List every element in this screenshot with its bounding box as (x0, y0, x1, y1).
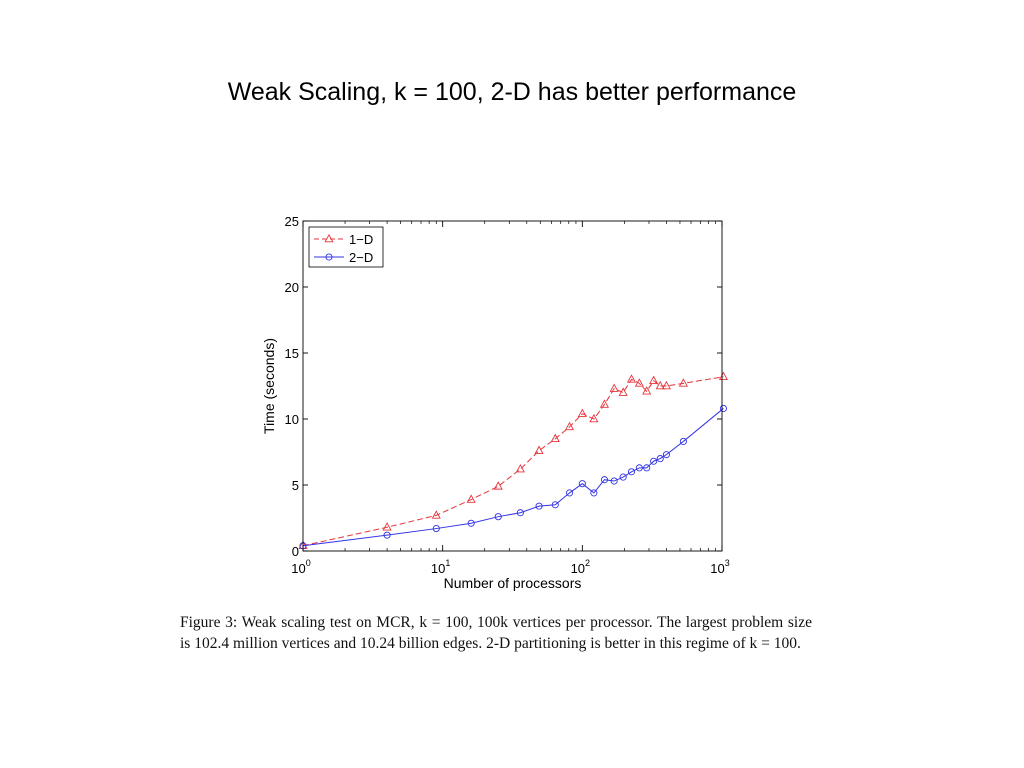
y-tick-label: 0 (292, 544, 299, 559)
series-2-point (467, 519, 475, 527)
y-tick-label: 25 (285, 214, 299, 229)
series-1-point (626, 374, 637, 383)
series-2-point (619, 473, 627, 481)
series-2-point (590, 489, 598, 497)
series-1-point (564, 421, 575, 431)
series-2-point (656, 455, 664, 463)
x-tick-label: 100 (291, 558, 310, 576)
y-tick-label: 20 (285, 280, 299, 295)
series-1-point (718, 371, 728, 381)
series-1-point (466, 494, 476, 503)
series-1 (298, 371, 728, 549)
series-2-point (610, 477, 618, 485)
series-1-point (493, 481, 503, 490)
series-2-point (535, 502, 543, 510)
weak-scaling-chart: 0 5 10 15 20 25 100 101 102 103 Number of processo… (261, 214, 730, 591)
legend-box (308, 226, 384, 268)
series-1-point (661, 380, 671, 390)
series-1-point (515, 464, 525, 473)
series-2-point (650, 457, 658, 465)
series-1-point (589, 413, 599, 423)
legend-marker-2 (325, 253, 333, 261)
series-1-point (534, 445, 544, 454)
series-2 (299, 404, 727, 550)
series-2-point (719, 404, 727, 412)
y-axis-label: Time (seconds) (261, 338, 277, 434)
y-tick-label: 10 (285, 412, 299, 427)
series-2-point (662, 451, 670, 459)
series-1-point (655, 380, 665, 390)
series-2-point (566, 489, 574, 497)
series-1-point (634, 378, 644, 387)
series-2-point (600, 476, 609, 484)
series-2-point (432, 525, 440, 533)
series-1-line (302, 376, 724, 547)
series-2-point (551, 501, 559, 509)
series-1-point (618, 387, 628, 396)
series-2-point (578, 480, 586, 488)
y-tick-label: 15 (285, 346, 299, 361)
series-1-point (609, 383, 619, 392)
series-2-point (643, 464, 651, 472)
x-axis-label: Number of processors (444, 575, 582, 591)
series-1-point (649, 375, 659, 384)
slide-title: Weak Scaling, k = 100, 2-D has better pe… (227, 78, 797, 106)
x-tick-label: 102 (571, 558, 590, 576)
series-1-point (678, 378, 688, 387)
series-2-point (494, 513, 502, 521)
series-1-point (382, 522, 392, 531)
series-2-point (383, 531, 391, 539)
series-1-point (642, 386, 652, 395)
series-2-point (516, 509, 524, 517)
x-tick-label: 101 (431, 558, 450, 576)
legend: 1−D2−D (308, 226, 384, 268)
plot-area (298, 371, 728, 550)
series-1-point (599, 399, 610, 408)
series-1-point (431, 510, 441, 519)
y-tick-label: 5 (292, 478, 299, 493)
legend-marker-1 (324, 233, 334, 243)
series-1-point (577, 408, 587, 417)
x-tick-label: 103 (710, 558, 729, 576)
series-2-line (302, 408, 724, 547)
series-2-point (679, 437, 687, 445)
axes: 0 5 10 15 20 25 100 101 102 103 Number of processo… (261, 214, 730, 591)
series-1-point (550, 433, 560, 443)
legend-label-1: 1−D (349, 232, 373, 247)
series-2-point (635, 464, 643, 472)
axes-box (302, 220, 723, 552)
series-2-point (627, 468, 636, 476)
legend-label-2: 2−D (349, 250, 373, 265)
figure-caption: Figure 3: Weak scaling test on MCR, k = … (180, 614, 812, 652)
